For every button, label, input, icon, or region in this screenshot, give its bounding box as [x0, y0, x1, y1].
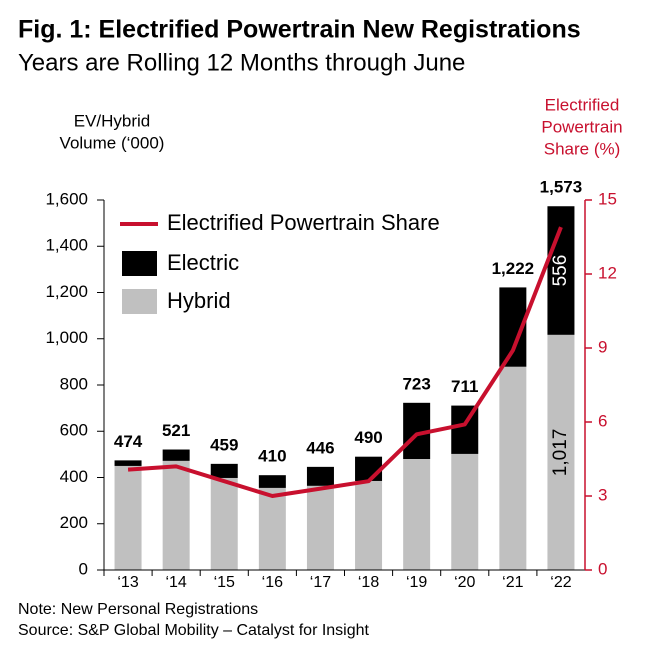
y2-tick-label: 0	[598, 559, 607, 578]
x-tick-label: ‘13	[117, 574, 138, 591]
total-label: 474	[114, 432, 143, 451]
x-tick-label: ‘16	[262, 574, 283, 591]
bar-hybrid	[114, 465, 142, 570]
bar-hybrid	[403, 459, 431, 570]
total-label: 410	[258, 447, 286, 466]
bar-electric	[114, 460, 142, 466]
chart-title: Fig. 1: Electrified Powertrain New Regis…	[18, 16, 581, 44]
y2-axis-label: Electrified	[545, 95, 620, 114]
note: Source: S&P Global Mobility – Catalyst f…	[18, 622, 370, 639]
total-label: 1,222	[492, 259, 535, 278]
x-tick-label: ‘19	[406, 574, 427, 591]
x-tick-label: ‘17	[310, 574, 331, 591]
total-label: 446	[306, 438, 334, 457]
y-tick-label: 200	[60, 513, 88, 532]
x-tick-label: ‘21	[502, 574, 523, 591]
share-line	[127, 226, 563, 498]
y-tick-label: 1,000	[45, 328, 88, 347]
total-label: 711	[451, 377, 478, 396]
legend-label: Hybrid	[167, 288, 231, 313]
x-tick-label: ‘14	[165, 574, 186, 591]
legend-label: Electric	[167, 250, 239, 275]
value-label: 556	[550, 255, 571, 287]
y2-tick-label: 3	[598, 485, 607, 504]
y-tick-label: 1,400	[45, 236, 88, 255]
y-tick-label: 1,200	[45, 282, 88, 301]
chart-subtitle: Years are Rolling 12 Months through June	[18, 49, 465, 76]
y-tick-label: 400	[60, 467, 88, 486]
bar-hybrid	[547, 334, 575, 570]
y2-axis-label: Powertrain	[541, 117, 622, 136]
bar-hybrid	[162, 460, 190, 570]
y-axis-label: Volume (‘000)	[60, 133, 165, 152]
value-label: 1,017	[550, 429, 571, 477]
y2-tick-label: 12	[598, 263, 617, 282]
bar-electric	[306, 466, 334, 486]
total-label: 1,573	[540, 178, 583, 197]
y2-tick-label: 9	[598, 337, 607, 356]
total-label: 723	[402, 374, 430, 393]
y-tick-label: 800	[60, 374, 88, 393]
x-tick-label: ‘22	[550, 574, 571, 591]
bar-hybrid	[306, 485, 334, 570]
note: Note: New Personal Registrations	[18, 601, 258, 618]
x-tick-label: ‘18	[358, 574, 379, 591]
bar-hybrid	[210, 477, 238, 570]
y2-axis-label: Share (%)	[544, 139, 621, 158]
bar-electric	[162, 449, 190, 461]
bar-electric	[355, 456, 383, 481]
y2-tick-label: 15	[598, 189, 617, 208]
y-tick-label: 0	[79, 559, 88, 578]
y-axis-label: EV/Hybrid	[74, 111, 151, 130]
legend-swatch	[122, 289, 157, 314]
bar-hybrid	[451, 453, 479, 570]
total-label: 490	[354, 428, 382, 447]
total-label: 459	[210, 435, 238, 454]
bar-hybrid	[258, 487, 286, 570]
y-tick-label: 600	[60, 421, 88, 440]
bar-hybrid	[499, 366, 527, 570]
y-tick-label: 1,600	[45, 189, 88, 208]
x-tick-label: ‘20	[454, 574, 475, 591]
legend-swatch	[122, 251, 157, 276]
legend-label: Electrified Powertrain Share	[167, 210, 440, 235]
y2-tick-label: 6	[598, 411, 607, 430]
bar-hybrid	[355, 480, 383, 570]
total-label: 521	[162, 421, 190, 440]
bar-electric	[258, 475, 286, 488]
x-tick-label: ‘15	[214, 574, 235, 591]
bar-electric	[210, 463, 238, 478]
